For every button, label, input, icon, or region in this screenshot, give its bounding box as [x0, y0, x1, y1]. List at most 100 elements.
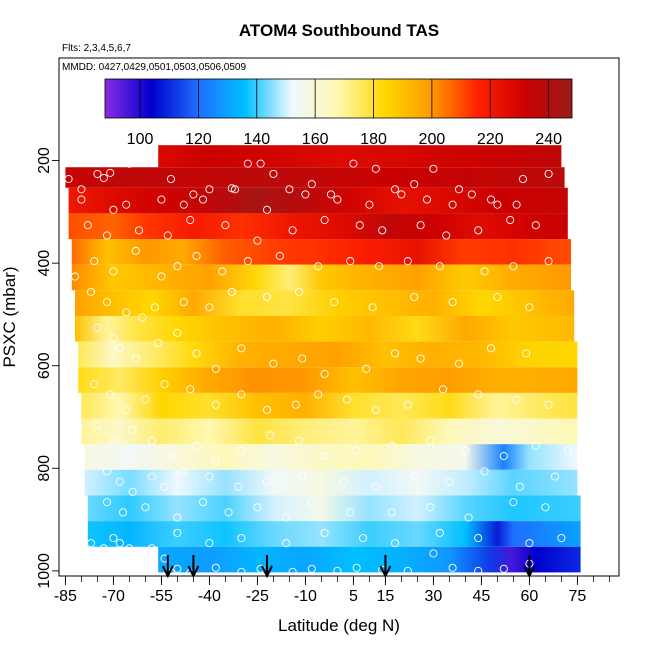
heatmap-band — [68, 187, 568, 214]
x-axis-label: Latitude (deg N) — [278, 616, 400, 635]
observation-point — [442, 231, 451, 240]
observation-point — [109, 333, 118, 343]
observation-point — [192, 441, 201, 450]
observation-point — [230, 185, 240, 194]
observation-point — [445, 477, 454, 486]
observation-point — [448, 200, 457, 209]
observation-point — [525, 303, 534, 312]
observation-point — [99, 173, 108, 183]
observation-point — [314, 390, 323, 399]
observation-point — [179, 467, 188, 476]
observation-point — [298, 354, 307, 363]
observation-point — [320, 216, 329, 225]
observation-point — [234, 482, 243, 491]
observation-point — [77, 195, 86, 204]
observation-point — [64, 174, 73, 184]
observation-point — [141, 395, 150, 404]
heatmap-band — [78, 341, 578, 368]
heatmap-band — [75, 290, 575, 316]
observation-point — [160, 380, 169, 389]
observation-point — [416, 221, 425, 230]
observation-point — [461, 446, 470, 455]
observation-point — [253, 236, 262, 245]
observation-point — [557, 533, 566, 543]
observation-point — [362, 364, 371, 373]
observation-point — [150, 303, 160, 312]
observation-point — [467, 190, 476, 199]
observation-point — [166, 174, 176, 184]
observation-point — [531, 441, 540, 450]
observation-point — [416, 354, 425, 363]
observation-point — [387, 441, 396, 450]
x-tick-label: -70 — [102, 588, 125, 605]
observation-point — [179, 298, 188, 307]
observation-point — [326, 190, 336, 199]
observation-point — [83, 221, 92, 230]
observation-point — [163, 231, 172, 240]
observation-point — [320, 451, 329, 461]
observation-point — [390, 539, 400, 548]
observation-point — [147, 436, 156, 445]
observation-point — [515, 482, 524, 491]
observation-point — [522, 349, 531, 358]
observation-point — [374, 262, 384, 271]
observation-point — [499, 564, 508, 573]
observation-point — [390, 349, 400, 358]
observation-point — [90, 257, 99, 266]
observation-point — [288, 567, 297, 576]
observation-point — [349, 159, 358, 168]
y-tick-label: 200 — [36, 147, 53, 174]
observation-point — [269, 169, 278, 178]
heatmap-band — [75, 315, 575, 342]
x-tick-label: 45 — [473, 588, 491, 605]
observation-point — [186, 216, 195, 225]
observation-point — [339, 477, 348, 486]
observation-point — [368, 303, 377, 312]
observation-point — [147, 544, 156, 553]
observation-point — [115, 477, 124, 486]
x-tick-label: 75 — [569, 588, 587, 605]
observation-point — [282, 539, 291, 548]
observation-point — [403, 566, 412, 575]
observation-point — [294, 287, 304, 296]
observation-point — [102, 498, 112, 507]
observation-point — [352, 446, 361, 455]
observation-point — [256, 159, 265, 168]
observation-point — [221, 221, 230, 230]
y-tick-label: 400 — [36, 250, 53, 277]
observation-point — [192, 251, 201, 261]
observation-point — [106, 390, 115, 399]
observation-point — [426, 436, 435, 445]
observation-point — [307, 180, 316, 189]
colorbar-tick-label: 100 — [127, 131, 154, 148]
observation-point — [397, 190, 406, 199]
observation-point — [147, 154, 156, 163]
observation-point — [125, 159, 134, 168]
observation-point — [166, 451, 176, 461]
observation-point — [86, 539, 96, 548]
observation-point — [205, 185, 214, 194]
observation-point — [141, 503, 150, 512]
y-tick-label: 1000 — [36, 553, 53, 589]
observation-point — [544, 400, 553, 409]
observation-point — [109, 205, 118, 214]
observation-point — [131, 354, 140, 363]
observation-point — [131, 246, 140, 255]
observation-point — [173, 513, 182, 522]
observation-point — [474, 226, 483, 235]
observation-point — [512, 395, 521, 404]
observation-point — [480, 467, 489, 476]
observation-point — [77, 185, 86, 194]
observation-point — [118, 508, 128, 517]
observation-point — [237, 533, 246, 543]
observation-point — [205, 303, 214, 312]
observation-point — [211, 563, 220, 572]
observation-point — [346, 508, 355, 517]
observation-point — [93, 421, 102, 430]
observation-point — [269, 359, 278, 368]
observation-point — [426, 503, 435, 512]
observation-point — [109, 533, 118, 543]
observation-point — [371, 482, 380, 491]
observation-point — [160, 482, 169, 491]
observation-point — [448, 563, 457, 572]
